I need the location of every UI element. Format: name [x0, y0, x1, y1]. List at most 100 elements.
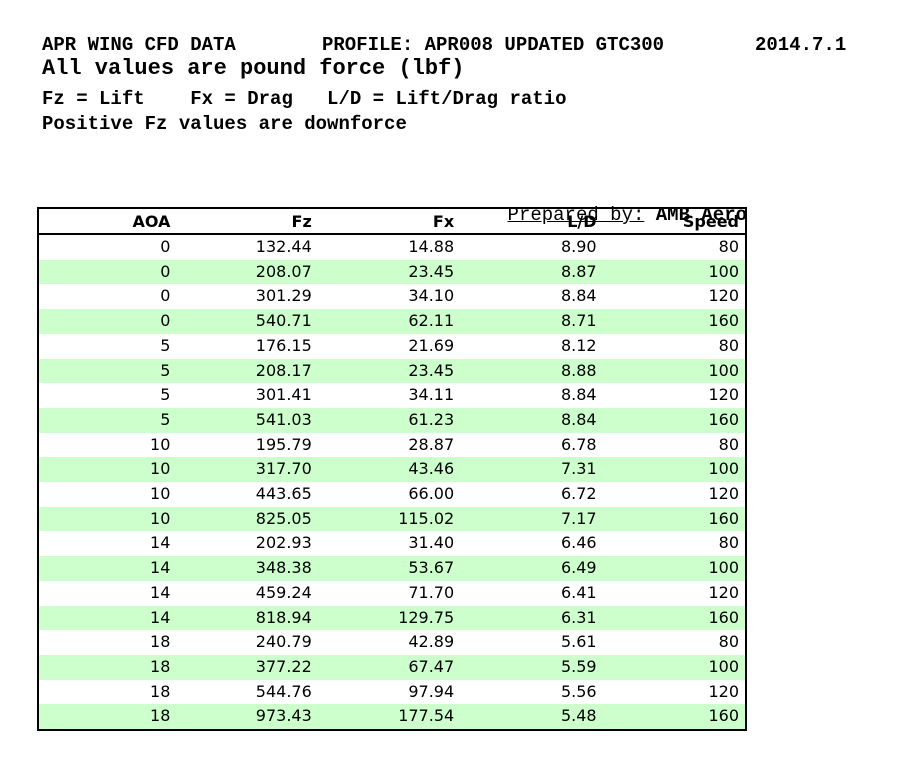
table-cell: 62.11: [317, 309, 461, 334]
table-cell: 34.10: [408, 286, 455, 306]
table-cell: 80: [718, 237, 739, 256]
table-cell: 317.70: [176, 457, 318, 483]
table-cell: 5.59: [460, 654, 603, 680]
table-cell: 301.41: [255, 385, 312, 405]
table-cell: 6.46: [560, 533, 597, 553]
table-cell: 10: [38, 506, 177, 532]
table-row: 18 240.79 42.89 5.61 80: [38, 630, 746, 655]
table-cell: 348.38: [176, 556, 318, 581]
table-row: 0 301.29 34.10 8.84 120: [38, 284, 746, 309]
table-row: 0 132.44 14.88 8.90 80: [38, 234, 746, 260]
table-row: 14 348.38 53.67 6.49 100: [38, 556, 746, 581]
table-cell: 18: [150, 681, 171, 701]
table-cell: 132.44: [255, 237, 312, 256]
table-cell: 100: [602, 457, 746, 483]
table-cell: 8.84: [560, 385, 597, 405]
table-cell: 0: [160, 286, 171, 306]
cfd-table-body: 0 132.44 14.88 8.90 80 0 208.07 23.45 8.87 100 0 30…: [38, 234, 746, 731]
table-cell: 80: [718, 434, 739, 454]
table-row: 14 459.24 71.70 6.41 120: [38, 581, 746, 606]
report-legend: Fz = Lift Fx = Drag L/D = Lift/Drag rati…: [42, 88, 567, 110]
table-cell: 18: [38, 654, 177, 680]
table-cell: 202.93: [255, 533, 312, 553]
table-cell: 14: [150, 582, 171, 602]
table-cell: 377.22: [176, 654, 318, 680]
table-cell: 301.29: [255, 286, 312, 306]
table-row: 18 544.76 97.94 5.56 120: [38, 680, 746, 705]
table-cell: 23.45: [317, 259, 461, 285]
table-cell: 100: [602, 654, 746, 680]
table-cell: 5: [38, 407, 177, 433]
table-cell: 208.17: [176, 358, 318, 384]
table-row: 0 540.71 62.11 8.71 160: [38, 309, 746, 334]
table-cell: 14: [150, 533, 171, 553]
report-title: APR WING CFD DATA: [42, 34, 236, 56]
table-cell: 18: [38, 704, 177, 731]
column-header-fz: Fz: [176, 208, 318, 235]
table-cell: 100: [602, 259, 746, 285]
table-cell: 160: [602, 605, 746, 631]
column-header-fx: Fx: [317, 208, 461, 235]
table-cell: 120: [708, 484, 739, 504]
report-date: 2014.7.1: [755, 34, 847, 56]
column-header-aoa: AOA: [38, 208, 177, 235]
table-row: 14 818.94 129.75 6.31 160: [38, 605, 746, 631]
table-cell: 97.94: [408, 681, 455, 701]
table-cell: 160: [602, 309, 746, 334]
table-cell: 0: [38, 309, 177, 334]
table-row: 5 176.15 21.69 8.12 80: [38, 334, 746, 359]
table-row: 0 208.07 23.45 8.87 100: [38, 259, 746, 285]
table-cell: 10: [150, 434, 171, 454]
table-cell: 7.31: [460, 457, 603, 483]
table-cell: 8.90: [560, 237, 597, 256]
table-cell: 6.41: [560, 582, 597, 602]
table-row: 10 825.05 115.02 7.17 160: [38, 506, 746, 532]
table-cell: 66.00: [408, 484, 455, 504]
table-cell: 818.94: [176, 605, 318, 631]
table-cell: 42.89: [408, 632, 455, 652]
table-cell: 100: [602, 358, 746, 384]
table-row: 5 541.03 61.23 8.84 160: [38, 407, 746, 433]
table-cell: 825.05: [176, 506, 318, 532]
table-row: 18 973.43 177.54 5.48 160: [38, 704, 746, 731]
table-cell: 8.84: [460, 407, 603, 433]
table-row: 18 377.22 67.47 5.59 100: [38, 654, 746, 680]
table-cell: 28.87: [408, 434, 455, 454]
table-cell: 80: [718, 335, 739, 355]
table-cell: 34.11: [408, 385, 455, 405]
table-cell: 195.79: [255, 434, 312, 454]
table-cell: 5.56: [560, 681, 597, 701]
table-cell: 120: [708, 286, 739, 306]
table-cell: 71.70: [408, 582, 455, 602]
table-cell: 541.03: [176, 407, 318, 433]
table-cell: 459.24: [255, 582, 312, 602]
table-cell: 176.15: [255, 335, 312, 355]
table-row: 10 317.70 43.46 7.31 100: [38, 457, 746, 483]
table-cell: 80: [718, 632, 739, 652]
table-row: 10 443.65 66.00 6.72 120: [38, 482, 746, 507]
table-cell: 8.87: [460, 259, 603, 285]
table-cell: 973.43: [176, 704, 318, 731]
table-cell: 5: [160, 385, 171, 405]
table-cell: 21.69: [408, 335, 455, 355]
table-cell: 6.49: [460, 556, 603, 581]
table-cell: 5.48: [460, 704, 603, 731]
table-cell: 120: [708, 385, 739, 405]
report-note: Positive Fz values are downforce: [42, 113, 407, 135]
table-cell: 0: [38, 259, 177, 285]
table-cell: 7.17: [460, 506, 603, 532]
table-row: 10 195.79 28.87 6.78 80: [38, 433, 746, 458]
table-cell: 31.40: [408, 533, 455, 553]
table-row: 5 301.41 34.11 8.84 120: [38, 383, 746, 408]
table-cell: 443.65: [255, 484, 312, 504]
table-cell: 23.45: [317, 358, 461, 384]
table-cell: 177.54: [317, 704, 461, 731]
table-cell: 14.88: [408, 237, 455, 256]
column-header-ld: L/D: [460, 208, 603, 235]
table-cell: 53.67: [317, 556, 461, 581]
table-row: 14 202.93 31.40 6.46 80: [38, 531, 746, 556]
table-cell: 115.02: [317, 506, 461, 532]
table-header-row: AOA Fz Fx L/D Speed: [38, 208, 746, 235]
table-cell: 5: [38, 358, 177, 384]
table-cell: 14: [38, 605, 177, 631]
